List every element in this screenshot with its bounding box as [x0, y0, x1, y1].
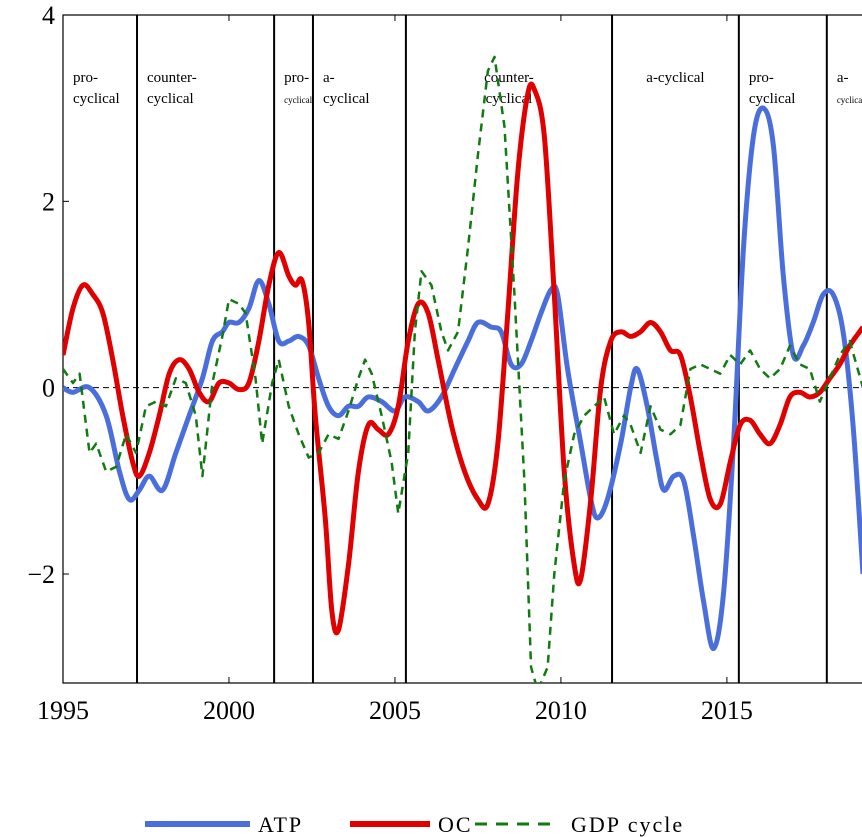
series-line: [63, 81, 862, 636]
regime-label: pro-: [284, 70, 309, 86]
regime-label: cyclical: [486, 91, 533, 107]
regime-label: cyclical: [284, 95, 312, 105]
regime-label: pro-: [749, 70, 774, 86]
regime-label: a-cyclical: [646, 70, 704, 86]
regime-label: counter-: [147, 70, 197, 86]
regime-label: a-: [837, 70, 849, 86]
legend-label: OC: [438, 812, 473, 837]
regime-label: cyclical: [749, 91, 796, 107]
x-tick-label: 1995: [37, 696, 89, 725]
x-tick-label: 2005: [369, 696, 421, 725]
legend: ATP OC GDP cycle: [145, 812, 684, 837]
series-line: [63, 55, 862, 683]
regime-label: a-: [323, 70, 335, 86]
y-tick-label: 2: [42, 187, 55, 216]
regime-label: cyclical: [323, 91, 370, 107]
y-tick-label: 4: [42, 1, 55, 30]
axes: −2 0 2 4 1995 2000 2005 2010 2015: [27, 1, 862, 725]
x-tick-label: 2015: [701, 696, 753, 725]
legend-label: GDP cycle: [571, 812, 684, 837]
regime-label: counter-: [484, 70, 534, 86]
plot-area: pro-cyclical counter-cyclical pro-cyclical…: [63, 15, 862, 683]
x-tick-label: 2000: [203, 696, 255, 725]
y-tick-label: 0: [42, 374, 55, 403]
regime-label: cyclical: [147, 91, 194, 107]
y-tick-label: −2: [27, 560, 55, 589]
series-line: [63, 105, 862, 652]
x-tick-label: 2010: [535, 696, 587, 725]
regime-label: pro-: [73, 70, 98, 86]
legend-label: ATP: [258, 812, 303, 837]
regime-label: cyclical: [837, 95, 862, 105]
regime-label: cyclical: [73, 91, 120, 107]
